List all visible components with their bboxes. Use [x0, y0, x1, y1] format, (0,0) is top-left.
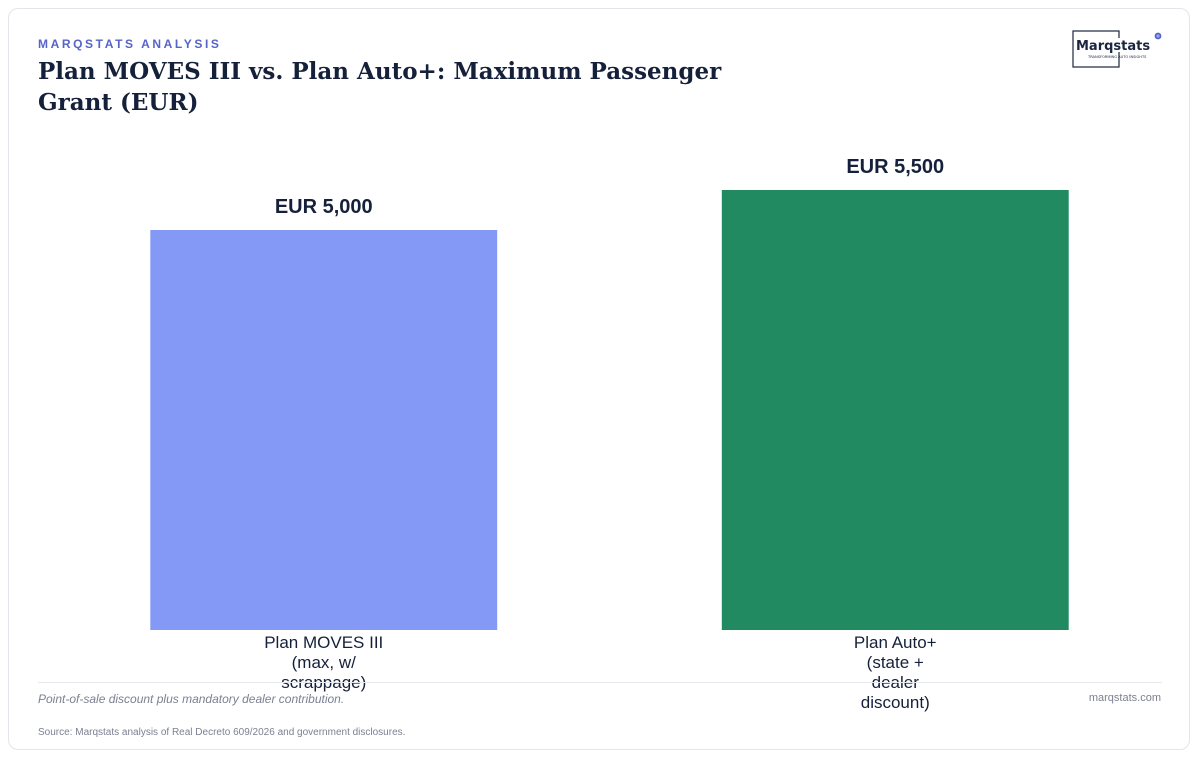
- footer-divider: [38, 682, 1162, 683]
- eyebrow-label: MARQSTATS ANALYSIS: [38, 37, 222, 51]
- site-link[interactable]: marqstats.com: [1088, 692, 1161, 704]
- svg-text:Marqstats: Marqstats: [1076, 39, 1150, 54]
- value-label-1: EUR 5,500: [846, 156, 944, 178]
- source-note: Source: Marqstats analysis of Real Decre…: [38, 727, 406, 738]
- bar-1: [721, 190, 1069, 630]
- footnote: Point-of-sale discount plus mandatory de…: [38, 692, 345, 706]
- svg-text:TRANSFORMING AUTO INSIGHTS: TRANSFORMING AUTO INSIGHTS: [1087, 55, 1147, 59]
- chart-title: Plan MOVES III vs. Plan Auto+: Maximum P…: [38, 58, 722, 116]
- category-label-1: Plan Auto+ (state + dealer discount): [854, 633, 937, 712]
- value-label-0: EUR 5,000: [275, 196, 373, 218]
- bar-0: [150, 230, 498, 630]
- category-label-0: Plan MOVES III (max, w/scrappage): [264, 633, 383, 692]
- marqstats-logo: Marqstats TRANSFORMING AUTO INSIGHTS: [1072, 30, 1162, 68]
